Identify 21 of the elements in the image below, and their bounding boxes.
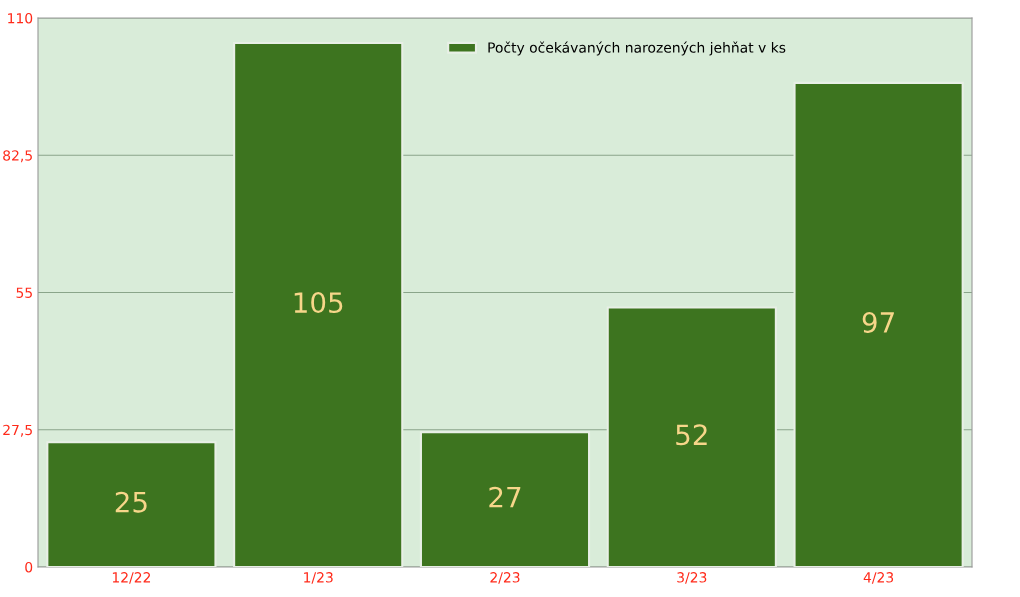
y-tick-label: 27,5 (3, 424, 32, 437)
legend-label: Počty očekávaných narozených jehňat v ks (488, 41, 786, 56)
data-label: 27 (489, 486, 521, 508)
data-label: 52 (676, 424, 707, 446)
y-tick-label: 110 (8, 12, 33, 24)
bar (233, 41, 404, 567)
bar (793, 81, 964, 567)
y-tick-label: 55 (16, 287, 32, 298)
x-tick-label: 2/23 (490, 572, 520, 584)
x-tick-label: 1/23 (304, 572, 333, 584)
x-tick-label: 3/23 (677, 572, 707, 584)
x-tick-label: 4/23 (863, 572, 894, 584)
bar (46, 441, 217, 567)
data-label: 105 (294, 292, 343, 314)
bar (606, 306, 777, 567)
y-tick-label: 0 (25, 561, 33, 573)
data-label: 25 (115, 491, 147, 513)
bar (419, 431, 591, 567)
x-tick-label: 12/22 (112, 572, 151, 584)
y-tick-label: 82,5 (3, 150, 32, 163)
data-label: 97 (862, 311, 894, 333)
